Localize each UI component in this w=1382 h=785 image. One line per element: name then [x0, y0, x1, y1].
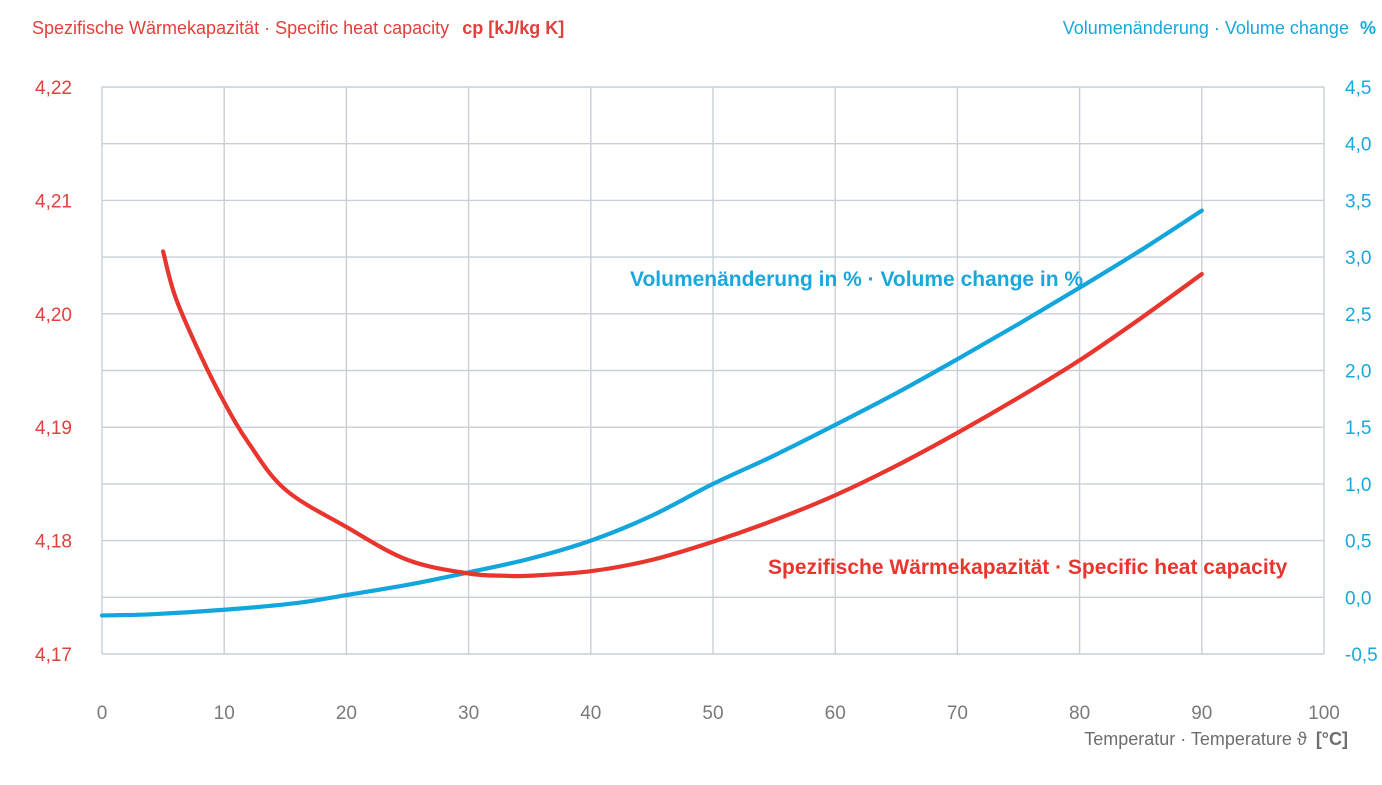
x-tick-label: 80 [1069, 703, 1090, 724]
y-right-tick-label: 2,5 [1345, 305, 1371, 326]
y-left-axis-title: Spezifische Wärmekapazität · Specific he… [32, 18, 564, 38]
x-title-text: Temperatur · Temperature ϑ [1084, 729, 1307, 749]
y-right-tick-label: 0,0 [1345, 588, 1371, 609]
x-title-unit: [°C] [1316, 729, 1348, 749]
x-axis-title: Temperatur · Temperature ϑ [°C] [1084, 729, 1348, 749]
y-right-tick-label: -0,5 [1345, 645, 1378, 666]
x-tick-label: 30 [458, 703, 479, 724]
grid [101, 86, 1325, 655]
x-tick-label: 50 [702, 703, 723, 724]
y-right-tick-label: 2,0 [1345, 362, 1371, 383]
y-left-tick-label: 4,17 [35, 645, 72, 666]
x-tick-label: 100 [1308, 703, 1340, 724]
y-right-tick-label: 4,5 [1345, 78, 1371, 99]
series-line-cp [161, 249, 1204, 579]
series-layer [99, 208, 1204, 618]
x-tick-label: 40 [580, 703, 601, 724]
y-left-tick-label: 4,20 [35, 305, 72, 326]
x-tick-label: 10 [214, 703, 235, 724]
x-tick-label: 0 [97, 703, 108, 724]
series-label-cp: Spezifische Wärmekapazität · Specific he… [768, 556, 1288, 579]
y-left-title-unit: cp [kJ/kg K] [462, 18, 564, 38]
y-left-tick-label: 4,21 [35, 191, 72, 212]
series-label-volume: Volumenänderung in % · Volume change in … [630, 268, 1083, 291]
x-tick-label: 90 [1191, 703, 1212, 724]
x-tick-label: 70 [947, 703, 968, 724]
y-left-title-text: Spezifische Wärmekapazität · Specific he… [32, 18, 449, 38]
y-right-title-text: Volumenänderung · Volume change [1063, 18, 1349, 38]
tick-labels: 0 10 20 30 40 50 60 70 80 90 100 4,22 4,21 4,20 4,19 4,… [35, 78, 1378, 724]
x-tick-label: 20 [336, 703, 357, 724]
y-left-tick-label: 4,22 [35, 78, 72, 99]
series-line-volume [99, 208, 1204, 618]
y-right-tick-label: 3,5 [1345, 191, 1371, 212]
y-right-tick-label: 3,0 [1345, 248, 1371, 269]
y-right-tick-label: 0,5 [1345, 532, 1371, 553]
y-right-tick-label: 4,0 [1345, 135, 1371, 156]
y-right-tick-label: 1,0 [1345, 475, 1371, 496]
y-right-axis-title: Volumenänderung · Volume change % [1063, 18, 1376, 38]
x-tick-label: 60 [825, 703, 846, 724]
y-left-tick-label: 4,18 [35, 532, 72, 553]
y-right-tick-label: 1,5 [1345, 418, 1371, 439]
y-right-title-unit: % [1360, 18, 1376, 38]
y-left-tick-label: 4,19 [35, 418, 72, 439]
